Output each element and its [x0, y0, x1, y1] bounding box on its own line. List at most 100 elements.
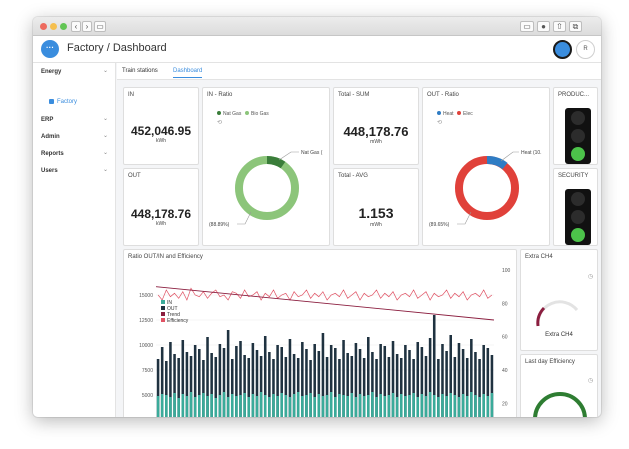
browser-window: ‹ › ▭ ▭ ● ⇧ ⧉ ··· Factory / Dashboard R … [33, 17, 601, 417]
chevron-down-icon[interactable]: ⌄ [103, 68, 109, 74]
card-title: Total - SUM [338, 92, 370, 98]
sidebar-item-admin[interactable]: Admin [41, 134, 60, 140]
in-bar [280, 393, 283, 417]
card-title: IN [128, 92, 134, 98]
sidebar-item-reports[interactable]: Reports [41, 151, 64, 157]
out-bar [272, 359, 275, 417]
out-bar [268, 352, 271, 417]
user-avatar[interactable] [553, 40, 572, 59]
out-bar [185, 352, 189, 417]
in-bar [362, 396, 366, 417]
out-bar [317, 351, 321, 417]
extension-icon[interactable]: ▭ [520, 21, 534, 32]
minimize-window-button[interactable] [50, 23, 57, 30]
out-bar [230, 359, 234, 417]
total-avg-unit: mWh [370, 222, 382, 228]
secondary-avatar[interactable]: R [576, 40, 595, 59]
tab-train-stations[interactable]: Train stations [122, 68, 158, 74]
y-right-tick: 80 [502, 301, 508, 307]
out-bar [173, 354, 176, 417]
y-left-tick: 5000 [142, 393, 153, 399]
efficiency-gauge [533, 392, 587, 417]
out-bar [239, 341, 242, 417]
out-bar [474, 352, 477, 417]
legend-swatch [437, 111, 441, 115]
in-bar [156, 396, 160, 417]
in-bar [424, 396, 428, 417]
total-avg-card: Total - AVG 1.153 mWh [333, 168, 419, 246]
out-bar [478, 359, 481, 417]
out-bar [329, 345, 333, 417]
back-button[interactable]: ‹ [71, 21, 81, 32]
in-bar [160, 394, 164, 417]
info-icon[interactable]: ◷ [588, 378, 594, 384]
y-left-tick: 10000 [139, 343, 153, 349]
chevron-down-icon[interactable]: ⌄ [103, 133, 109, 139]
in-bar [235, 396, 238, 417]
chevron-down-icon[interactable]: ⌄ [103, 167, 109, 173]
in-bar [296, 392, 300, 417]
legend-bio-gas[interactable]: Bio Gas [245, 111, 269, 117]
share-icon[interactable]: ⇧ [553, 21, 566, 32]
in-bar [470, 392, 473, 417]
shield-icon[interactable]: ● [537, 21, 550, 32]
out-bar [296, 358, 300, 417]
chevron-down-icon[interactable]: ⌄ [103, 150, 109, 156]
out-bar [412, 359, 415, 417]
in-bar [218, 395, 222, 417]
out-bar [247, 358, 251, 417]
legend-heat[interactable]: Heat [437, 111, 454, 117]
in-bar [317, 394, 321, 417]
legend-swatch [161, 318, 165, 322]
out-bar [354, 343, 358, 417]
in-bar [313, 397, 316, 417]
legend-elec[interactable]: Elec [457, 111, 473, 117]
out-bar [416, 342, 420, 417]
info-icon[interactable]: ◷ [588, 274, 594, 280]
tabs-icon[interactable]: ⧉ [569, 21, 582, 32]
out-bar [334, 348, 337, 417]
out-bar [338, 359, 341, 417]
zoom-window-button[interactable] [60, 23, 67, 30]
legend-nat-gas[interactable]: Nat Gas [217, 111, 241, 117]
out-bar [437, 359, 440, 417]
in-bar [338, 394, 341, 417]
refresh-icon[interactable]: ⟲ [437, 120, 443, 126]
ratio-chart-card: Ratio OUT/IN and Efficiency 5000 7500 1000… [123, 249, 517, 417]
out-bar [156, 359, 160, 417]
trend-line [155, 286, 495, 321]
sidebar-item-energy[interactable]: Energy [41, 69, 62, 75]
in-bar [301, 396, 304, 417]
refresh-icon[interactable]: ⟲ [217, 120, 223, 126]
sidebar-item-users[interactable]: Users [41, 168, 58, 174]
in-bar [346, 396, 349, 417]
menu-button[interactable]: ··· [41, 40, 59, 58]
in-bar [404, 396, 407, 417]
in-bar [441, 394, 444, 417]
sidebar-item-erp[interactable]: ERP [41, 117, 54, 123]
in-bar [478, 397, 481, 417]
chevron-down-icon[interactable]: ⌄ [103, 116, 109, 122]
in-bar [321, 396, 325, 417]
out-bar [358, 349, 362, 417]
in-bar [379, 394, 382, 417]
forward-button[interactable]: › [82, 21, 92, 32]
in-bar [239, 395, 242, 417]
in-bar [420, 394, 424, 417]
out-bar [169, 342, 172, 417]
out-bar [432, 315, 436, 417]
out-bar [453, 357, 457, 417]
out-bar [222, 348, 226, 417]
out-value: 448,178.76 [130, 207, 192, 221]
out-bar [226, 330, 230, 417]
sidebar-item-factory[interactable]: Factory [49, 99, 77, 105]
out-bar [321, 333, 325, 417]
in-bar [432, 395, 436, 417]
in-bar [342, 395, 345, 417]
in-bar [202, 393, 205, 417]
tab-dashboard[interactable]: Dashboard [173, 68, 203, 78]
out-bar [350, 356, 354, 417]
out-bar [428, 338, 432, 417]
sidebar-toggle-button[interactable]: ▭ [94, 21, 106, 32]
close-window-button[interactable] [40, 23, 47, 30]
